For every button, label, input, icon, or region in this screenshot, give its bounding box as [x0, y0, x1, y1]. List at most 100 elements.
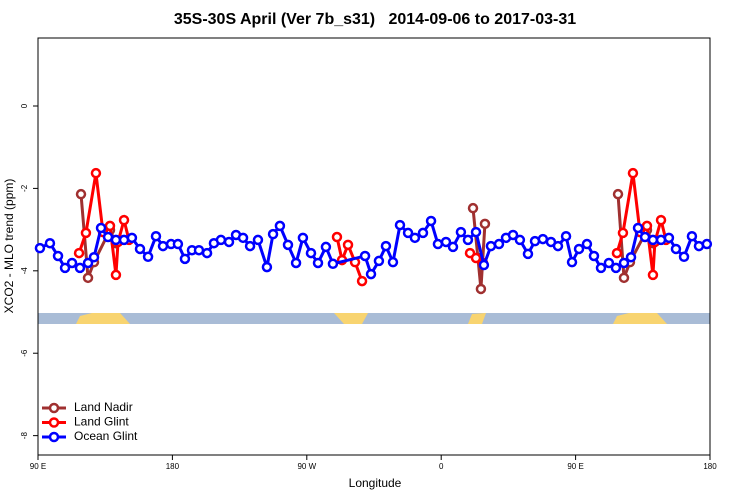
- data-point: [252, 234, 264, 246]
- data-point: [641, 220, 653, 232]
- data-point: [274, 220, 286, 232]
- data-point: [193, 244, 205, 256]
- data-point: [394, 219, 406, 231]
- legend-label: Ocean Glint: [74, 429, 138, 443]
- data-point: [588, 250, 600, 262]
- data-point: [670, 243, 682, 255]
- data-point: [507, 229, 519, 241]
- x-axis-label: Longitude: [349, 476, 402, 490]
- data-point: [611, 247, 623, 259]
- data-point: [552, 240, 564, 252]
- data-point: [566, 256, 578, 268]
- data-point: [126, 232, 138, 244]
- data-point: [373, 255, 385, 267]
- data-point: [342, 239, 354, 251]
- data-point: [560, 230, 572, 242]
- legend-label: Land Glint: [74, 415, 129, 429]
- legend-marker: [48, 417, 60, 428]
- data-point: [537, 233, 549, 245]
- data-point: [618, 272, 630, 284]
- data-point: [409, 232, 421, 244]
- data-point: [610, 262, 622, 274]
- data-point: [150, 230, 162, 242]
- data-point: [74, 262, 86, 274]
- x-tick-label: 180: [166, 462, 180, 471]
- data-point: [647, 234, 659, 246]
- data-point: [625, 251, 637, 263]
- data-point: [75, 188, 87, 200]
- x-tick-label: 90 W: [297, 462, 316, 471]
- data-point: [34, 242, 46, 254]
- data-point: [478, 259, 490, 271]
- data-point: [95, 222, 107, 234]
- data-point: [686, 230, 698, 242]
- x-tick-label: 90 E: [567, 462, 583, 471]
- data-point: [201, 247, 213, 259]
- data-point: [612, 188, 624, 200]
- legend-label: Land Nadir: [74, 400, 133, 414]
- data-point: [522, 248, 534, 260]
- data-point: [359, 250, 371, 262]
- data-point: [618, 257, 630, 269]
- data-point: [237, 232, 249, 244]
- data-point: [455, 226, 467, 238]
- data-point: [701, 238, 713, 250]
- data-point: [320, 241, 332, 253]
- data-point: [595, 262, 607, 274]
- chart-title: 35S-30S April (Ver 7b_s31) 2014-09-06 to…: [174, 11, 576, 28]
- data-point: [59, 262, 71, 274]
- data-point: [172, 238, 184, 250]
- data-point: [447, 241, 459, 253]
- data-point: [179, 253, 191, 265]
- legend-marker: [48, 431, 60, 443]
- data-point: [470, 226, 482, 238]
- data-point: [663, 232, 675, 244]
- data-point: [267, 228, 279, 240]
- y-tick-label: -2: [20, 184, 29, 192]
- data-point: [88, 251, 100, 263]
- data-point: [365, 268, 377, 280]
- data-point: [331, 231, 343, 243]
- legend-marker: [48, 402, 60, 414]
- data-point: [462, 234, 474, 246]
- data-point: [327, 258, 339, 270]
- data-point: [417, 227, 429, 239]
- data-point: [312, 257, 324, 269]
- data-point: [581, 238, 593, 250]
- data-point: [617, 227, 629, 239]
- data-point: [297, 232, 309, 244]
- data-point: [356, 275, 368, 287]
- data-point: [73, 247, 85, 259]
- data-point: [655, 214, 667, 226]
- data-point: [380, 240, 392, 252]
- data-point: [514, 234, 526, 246]
- y-tick-label: -8: [20, 432, 29, 440]
- data-point: [104, 220, 116, 232]
- data-point: [261, 261, 273, 273]
- data-point: [52, 250, 64, 262]
- data-point: [110, 234, 122, 246]
- data-point: [485, 240, 497, 252]
- data-point: [118, 214, 130, 226]
- data-point: [134, 243, 146, 255]
- x-tick-label: 0: [439, 462, 444, 471]
- land-strip: [38, 313, 710, 324]
- data-point: [402, 227, 414, 239]
- data-point: [475, 283, 487, 295]
- data-point: [215, 234, 227, 246]
- data-point: [80, 227, 92, 239]
- data-point: [110, 269, 122, 281]
- y-axis-label: XCO2 - MLO trend (ppm): [2, 179, 16, 314]
- data-point: [603, 257, 615, 269]
- data-point: [82, 257, 94, 269]
- data-point: [493, 238, 505, 250]
- x-tick-label: 180: [703, 462, 717, 471]
- data-point: [470, 252, 482, 264]
- data-point: [479, 218, 491, 230]
- data-point: [90, 167, 102, 179]
- data-point: [305, 247, 317, 259]
- data-point: [573, 243, 585, 255]
- y-tick-label: -4: [20, 267, 29, 275]
- data-point: [157, 240, 169, 252]
